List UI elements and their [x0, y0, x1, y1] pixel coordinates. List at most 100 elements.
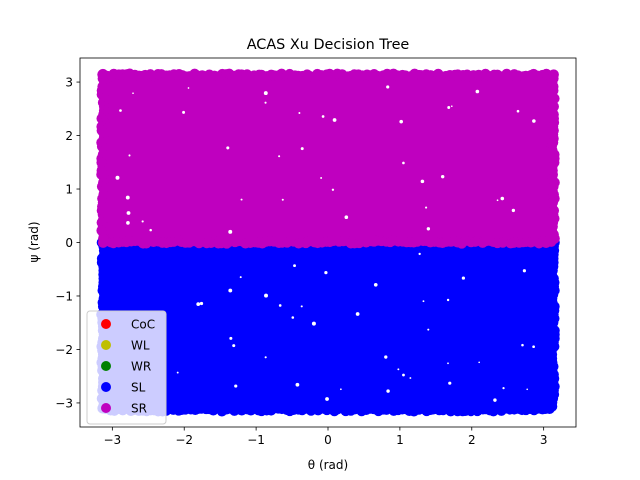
gap-mark: [475, 89, 480, 94]
gap-mark: [526, 388, 529, 391]
gap-mark: [228, 288, 233, 293]
gap-mark: [126, 221, 130, 225]
gap-mark: [402, 373, 405, 377]
gap-mark: [298, 112, 301, 114]
scatter-point: [546, 401, 558, 412]
gap-mark: [397, 368, 400, 371]
gap-mark: [321, 115, 325, 118]
gap-mark: [125, 195, 130, 200]
gap-mark: [228, 229, 233, 234]
gap-mark: [331, 188, 335, 191]
gap-mark: [422, 300, 425, 303]
gap-mark: [386, 389, 390, 393]
axes: −3 −2 −1 0 1 2 3 −3 −2 −1 0 1 2 3: [55, 57, 577, 447]
gap-mark: [264, 356, 267, 359]
gap-mark: [418, 252, 421, 256]
gap-mark: [478, 361, 480, 364]
gap-mark: [187, 87, 190, 89]
y-tick-label: 3: [65, 76, 73, 90]
x-tick-label: −2: [175, 433, 193, 447]
scatter-point: [98, 233, 109, 244]
gap-mark: [320, 176, 323, 179]
gap-mark: [141, 220, 144, 223]
gap-mark: [300, 147, 304, 151]
gap-mark: [128, 154, 131, 157]
gap-mark: [532, 119, 536, 123]
gap-mark: [196, 302, 201, 307]
gap-mark: [278, 304, 282, 307]
gap-mark: [500, 196, 505, 201]
gap-mark: [373, 282, 378, 287]
gap-mark: [399, 119, 403, 124]
gap-mark: [447, 362, 449, 365]
legend-marker-sl: [101, 382, 111, 392]
gap-mark: [332, 118, 337, 122]
legend-label-wl: WL: [131, 339, 150, 353]
gap-mark: [447, 106, 451, 109]
gap-mark: [522, 269, 526, 273]
gap-mark: [440, 174, 445, 179]
y-tick-label: 0: [65, 236, 73, 250]
chart-title: ACAS Xu Decision Tree: [247, 37, 410, 53]
gap-mark: [278, 155, 281, 158]
series-sr-points: [96, 68, 560, 249]
legend-label-sl: SL: [131, 381, 146, 395]
x-tick-label: −1: [247, 433, 265, 447]
gap-mark: [119, 109, 122, 112]
legend-marker-wr: [101, 361, 111, 371]
gap-mark: [126, 211, 131, 215]
gap-mark: [511, 208, 516, 213]
legend-marker-sr: [101, 403, 111, 413]
gap-mark: [425, 206, 428, 209]
gap-mark: [232, 344, 236, 348]
legend: CoC WL WR SL SR: [86, 310, 167, 425]
y-tick-label: 1: [65, 183, 73, 197]
scatter-point: [549, 233, 560, 244]
series-sr-gaps: [115, 85, 536, 234]
gap-mark: [426, 227, 431, 231]
y-tick-label: −2: [55, 343, 73, 357]
gap-mark: [149, 228, 152, 232]
x-tick-label: 2: [468, 433, 476, 447]
gap-mark: [291, 316, 295, 319]
gap-mark: [340, 388, 342, 391]
y-tick-label: 2: [65, 129, 73, 143]
gap-mark: [344, 215, 349, 220]
gap-mark: [281, 198, 284, 201]
y-tick-label: −1: [55, 289, 73, 303]
gap-mark: [450, 105, 453, 108]
gap-mark: [240, 198, 243, 201]
gap-mark: [325, 397, 329, 401]
gap-mark: [182, 110, 186, 114]
legend-label-wr: WR: [131, 360, 151, 374]
gap-mark: [229, 336, 233, 340]
legend-label-coc: CoC: [131, 318, 155, 332]
gap-mark: [448, 381, 452, 385]
gap-mark: [420, 179, 425, 184]
gap-mark: [199, 301, 204, 306]
gap-mark: [427, 328, 430, 331]
x-axis-label: θ (rad): [308, 458, 348, 472]
gap-mark: [234, 384, 238, 388]
gap-mark: [295, 382, 300, 387]
series-sl-gaps: [176, 252, 535, 402]
x-tick-label: 3: [540, 433, 548, 447]
gap-mark: [324, 271, 328, 275]
gap-mark: [384, 355, 388, 359]
gap-mark: [446, 298, 450, 302]
gap-mark: [264, 293, 268, 298]
gap-mark: [409, 377, 412, 379]
gap-mark: [300, 305, 303, 308]
gap-mark: [176, 371, 179, 374]
series-sl-region: [101, 243, 555, 410]
x-tick-label: 1: [396, 433, 404, 447]
legend-marker-wl: [101, 340, 111, 350]
y-tick-label: −3: [55, 396, 73, 410]
gap-mark: [239, 276, 242, 279]
gap-mark: [311, 321, 316, 326]
gap-mark: [521, 343, 524, 347]
gap-mark: [532, 345, 535, 349]
gap-mark: [263, 91, 268, 96]
gap-mark: [115, 175, 120, 180]
